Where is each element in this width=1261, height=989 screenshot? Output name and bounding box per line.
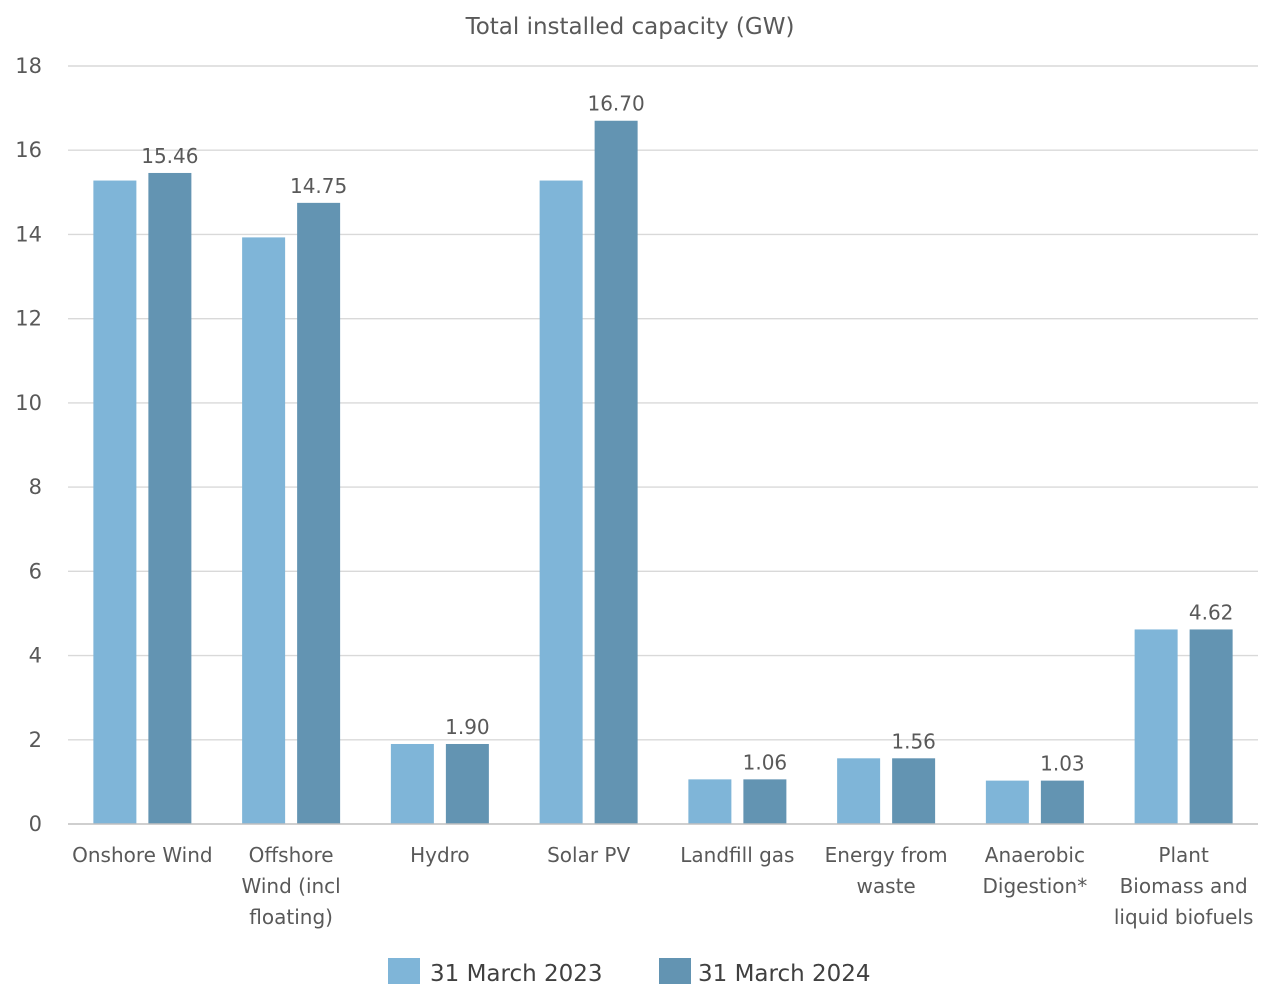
- x-tick-label: Energy from waste: [825, 843, 948, 898]
- y-tick-label: 10: [15, 391, 42, 415]
- x-tick-label: Plant Biomass and liquid biofuels: [1114, 843, 1254, 929]
- bars: [93, 121, 1232, 824]
- x-axis: Onshore Wind Offshore Wind (incl floating) H…: [68, 824, 1258, 929]
- data-label: 1.90: [445, 715, 490, 739]
- y-tick-label: 8: [29, 475, 42, 499]
- x-tick-label: Hydro: [410, 843, 470, 867]
- x-tick-label: Anaerobic Digestion*: [983, 843, 1088, 898]
- bar-series-2: [595, 121, 638, 824]
- bar-series-1: [391, 744, 434, 824]
- x-tick-label: Landfill gas: [680, 843, 794, 867]
- y-tick-label: 2: [29, 728, 42, 752]
- data-label: 1.56: [891, 729, 936, 753]
- bar-series-2: [892, 758, 935, 824]
- bar-series-1: [242, 237, 285, 824]
- bar-series-2: [743, 779, 786, 824]
- bar-series-1: [986, 781, 1029, 824]
- legend-label: 31 March 2023: [430, 961, 603, 984]
- bar-series-2: [297, 203, 340, 824]
- y-tick-label: 16: [15, 138, 42, 162]
- x-tick-label: Offshore Wind (incl floating): [242, 843, 341, 929]
- legend-swatch: [659, 958, 691, 984]
- bar-series-2: [148, 173, 191, 824]
- x-tick-label: Onshore Wind: [72, 843, 212, 867]
- data-label: 1.06: [743, 750, 788, 774]
- legend: 31 March 2023 31 March 2024: [388, 958, 871, 984]
- bar-series-2: [446, 744, 489, 824]
- x-tick-label: Solar PV: [547, 843, 630, 867]
- legend-label: 31 March 2024: [698, 961, 871, 984]
- y-tick-label: 18: [15, 54, 42, 78]
- data-label: 15.46: [141, 144, 198, 168]
- y-tick-label: 6: [29, 559, 42, 583]
- legend-swatch: [388, 958, 420, 984]
- y-tick-label: 0: [29, 812, 42, 836]
- y-tick-label: 12: [15, 307, 42, 331]
- bar-series-1: [837, 758, 880, 824]
- data-label: 4.62: [1189, 600, 1234, 624]
- y-tick-label: 4: [29, 644, 42, 668]
- y-tick-label: 14: [15, 222, 42, 246]
- bar-series-1: [688, 779, 731, 824]
- bar-series-2: [1041, 781, 1084, 824]
- bar-series-1: [1135, 629, 1178, 824]
- bar-series-1: [93, 181, 136, 824]
- chart-title: Total installed capacity (GW): [465, 14, 795, 40]
- data-label: 16.70: [587, 92, 644, 116]
- data-label: 1.03: [1040, 752, 1085, 776]
- bar-series-1: [540, 181, 583, 824]
- bar-series-2: [1190, 629, 1233, 824]
- data-label: 14.75: [290, 174, 347, 198]
